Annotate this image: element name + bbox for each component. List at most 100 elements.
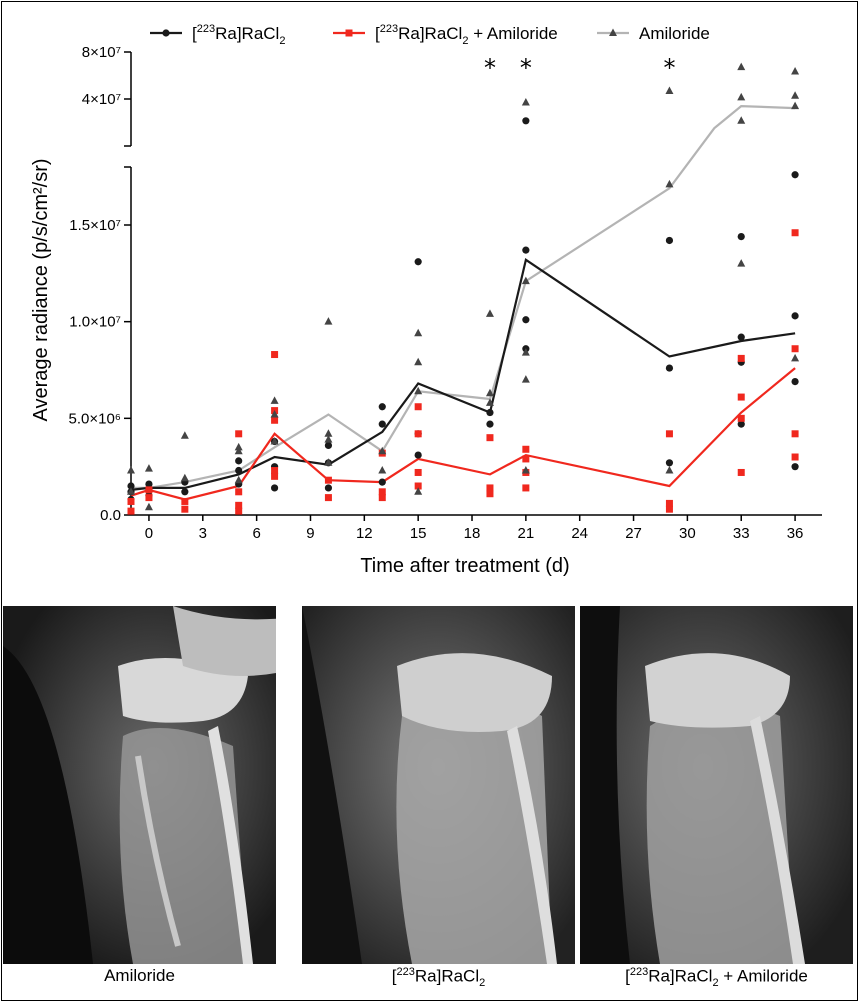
caption-amiloride: Amiloride [104, 966, 175, 985]
data-point-circle [665, 364, 674, 372]
data-point-triangle [234, 446, 243, 455]
data-point-triangle [324, 458, 333, 466]
data-point-square [378, 488, 386, 496]
data-point-circle [791, 312, 799, 320]
data-point-triangle [737, 62, 746, 71]
series-line-2 [131, 104, 796, 489]
x-tick-label: 3 [199, 525, 207, 542]
caption-racl2-amiloride: [223Ra]RaCl2 + Amiloride [625, 966, 808, 990]
data-point-square [486, 484, 494, 492]
data-point-square [235, 501, 243, 509]
data-point-circle [522, 246, 530, 254]
legend-marker-2 [609, 28, 617, 36]
data-point-circle [324, 484, 333, 492]
y-axis-label: Average radiance (p/s/cm²/sr) [30, 158, 52, 421]
data-point-triangle [737, 116, 746, 124]
data-point-square [414, 468, 422, 476]
data-point-square [324, 494, 332, 502]
legend-label-1: [223Ra]RaCl2 + Amiloride [375, 23, 558, 47]
data-point-circle [665, 459, 674, 467]
data-point-square [665, 505, 673, 513]
data-point-triangle [665, 179, 674, 188]
data-point-triangle [270, 396, 279, 404]
data-point-square [522, 455, 530, 463]
data-point-square [486, 434, 494, 442]
data-point-triangle [127, 487, 135, 495]
data-point-triangle [791, 101, 800, 110]
data-point-triangle [521, 466, 530, 474]
data-point-square [235, 430, 243, 438]
y-tick-label: 1.0×10⁷ [69, 314, 121, 331]
data-point-triangle [737, 92, 746, 101]
y-tick-label: 5.0×10⁶ [69, 410, 121, 427]
data-point-circle [737, 233, 745, 241]
chart-axes: 0 3 6 9 12 15 18 21 24 27 30 33 360.05.0×10⁶1.0×10⁷1… [69, 44, 822, 542]
data-point-triangle [485, 398, 494, 406]
data-point-triangle [791, 91, 800, 99]
data-point-square [791, 345, 799, 353]
data-point-square [235, 488, 243, 496]
data-point-triangle [521, 348, 530, 356]
legend-label-2: Amiloride [639, 24, 710, 43]
x-tick-label: 30 [679, 525, 696, 542]
x-tick-label: 27 [625, 525, 642, 542]
data-point-circle [235, 457, 243, 465]
data-point-circle [324, 441, 333, 449]
data-point-square [522, 484, 530, 492]
data-point-circle [665, 236, 674, 245]
x-tick-label: 9 [306, 525, 314, 542]
data-point-triangle [414, 487, 423, 495]
caption-racl2: [223Ra]RaCl2 [391, 966, 486, 990]
data-point-circle [522, 316, 530, 324]
data-point-triangle [234, 442, 243, 451]
data-point-triangle [414, 386, 423, 395]
x-tick-label: 21 [518, 525, 535, 542]
data-point-square [737, 468, 745, 476]
data-point-triangle [737, 259, 746, 267]
significance-marker: * [663, 54, 675, 82]
data-point-square [127, 497, 135, 505]
data-point-circle [414, 258, 422, 266]
data-point-square [791, 453, 799, 461]
series-points [127, 62, 800, 515]
data-point-triangle [791, 353, 800, 362]
legend-marker-0 [162, 29, 170, 37]
data-point-square [737, 354, 745, 362]
data-point-triangle [127, 466, 135, 474]
data-point-triangle [521, 276, 530, 285]
x-axis-label: Time after treatment (d) [360, 555, 569, 577]
data-point-triangle [521, 375, 530, 383]
data-point-square [324, 476, 332, 484]
data-point-circle [737, 420, 745, 428]
data-point-square [791, 430, 799, 438]
data-point-triangle [144, 464, 153, 472]
data-point-triangle [270, 409, 279, 418]
y-tick-label: 1.5×10⁷ [69, 217, 121, 234]
significance-marker: * [520, 54, 532, 82]
data-point-circle [791, 463, 799, 471]
data-point-square [271, 416, 279, 424]
x-tick-label: 0 [145, 525, 153, 542]
data-point-triangle [180, 473, 189, 482]
data-point-square [271, 351, 279, 359]
data-point-square [271, 467, 279, 475]
series-line-1 [130, 367, 796, 501]
legend-marker-1 [345, 29, 353, 37]
data-point-triangle [665, 466, 674, 474]
data-point-square [235, 507, 243, 515]
y-tick-label: 8×10⁷ [82, 44, 121, 61]
data-point-square [737, 393, 745, 401]
data-point-square [145, 494, 153, 502]
data-point-circle [522, 117, 530, 125]
y-tick-label: 4×10⁷ [82, 91, 121, 108]
series-lines [130, 104, 796, 501]
data-point-triangle [485, 388, 494, 397]
data-point-circle [270, 484, 279, 492]
data-point-square [414, 430, 422, 438]
x-tick-label: 18 [464, 525, 481, 542]
data-point-triangle [144, 502, 153, 511]
data-point-square [181, 497, 189, 505]
x-tick-label: 12 [356, 525, 373, 542]
data-point-square [791, 229, 799, 237]
